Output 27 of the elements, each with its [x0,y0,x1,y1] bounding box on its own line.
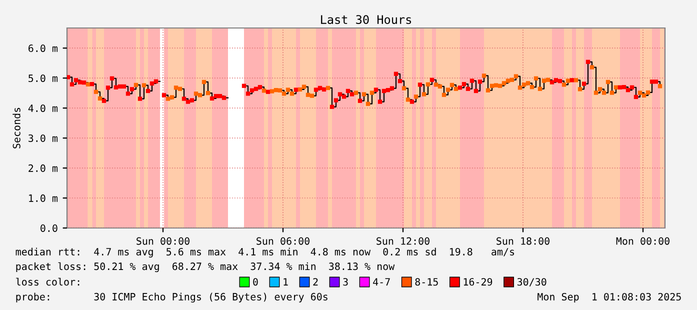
text: Mon Sep 1 01:08:03 2025 [538,292,681,302]
y-tick-label: 2.0 m [28,164,58,172]
legend-label: 1 [284,278,288,286]
text: packet loss: 50.21 % avg 68.27 % max 37.34 % min 38.13 % now [16,262,395,272]
y-axis-title: Seconds [12,108,20,148]
x-tick-label: Sun 12:00 [376,237,430,245]
x-tick-label: Sun 18:00 [496,237,550,245]
y-tick-label: 3.0 m [28,134,58,142]
y-tick-label: 5.0 m [28,74,58,82]
legend-label: 16-29 [464,278,492,286]
legend-label: 8-15 [415,278,438,286]
text: probe: 30 ICMP Echo Pings (56 Bytes) every 60s [16,292,328,302]
x-tick-label: Sun 06:00 [256,237,310,245]
text: loss color: [16,278,80,286]
chart-title: Last 30 Hours [321,15,412,24]
legend-label: 0 [253,278,258,286]
text: median rtt: 4.7 ms avg 5.6 ms max 4.1 ms min 4.8 ms now 0.2 ms sd 19.8 am/s [16,248,514,258]
x-tick-label: Sun 00:00 [136,237,190,245]
legend-label: 3 [343,278,348,286]
legend-label: 4-7 [373,278,390,286]
y-tick-label: 1.0 m [29,194,58,202]
y-tick-label: 0.0 [40,224,58,232]
legend-label: 2 [313,278,318,286]
legend-label: 30/30 [517,278,546,286]
y-tick-label: 4.0 m [28,104,58,112]
y-tick-label: 6.0 m [28,44,58,52]
x-tick-label: Mon 00:00 [616,237,670,245]
